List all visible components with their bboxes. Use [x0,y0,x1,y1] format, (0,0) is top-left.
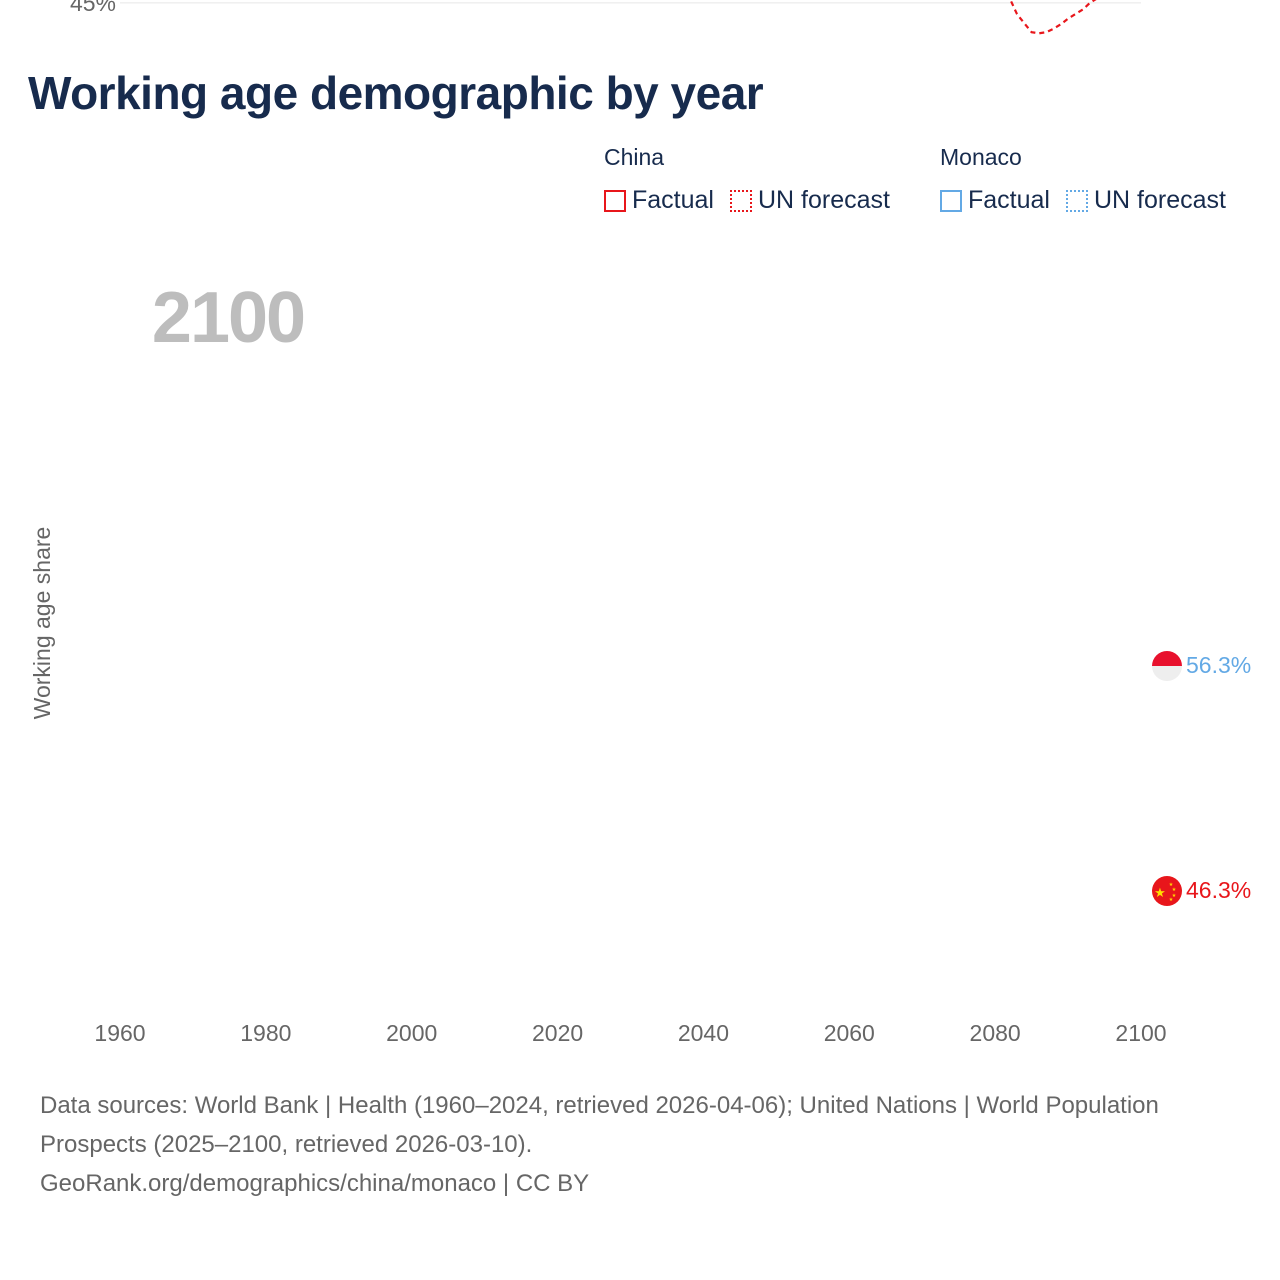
data-sources: Data sources: World Bank | Health (1960–… [40,1092,1159,1158]
svg-text:★: ★ [1169,882,1174,888]
legend-label: UN forecast [757,186,890,214]
attribution-link[interactable]: GeoRank.org/demographics/china/monaco | … [40,1170,590,1197]
x-tick-label: 2000 [386,1020,437,1046]
x-tick-label: 1960 [94,1020,145,1046]
flag-monaco-icon [1152,651,1182,681]
series-lines [1009,0,1097,35]
x-axis-ticks: 1960 1980 2000 2020 2040 2060 2080 2100 [94,1020,1166,1046]
x-tick-label: 1980 [240,1020,291,1046]
flag-china-icon: ★ ★ ★ ★ ★ [1152,876,1182,906]
legend-group-name: China [604,144,665,170]
x-tick-label: 2060 [824,1020,875,1046]
y-axis-label: Working age share [29,527,55,720]
y-axis-ticks: 70%65%60%55%50%45% [70,0,116,16]
end-label-monaco: 56.3% [1186,652,1251,678]
gridlines [120,2,1141,4]
legend-label: Factual [632,186,714,214]
svg-text:★: ★ [1169,897,1174,903]
legend-item-monaco-forecast[interactable]: UN forecast [1065,186,1226,215]
legend-group-monaco: Monaco Factual UN forecast [940,144,1242,215]
legend-group-name: Monaco [940,144,1022,170]
china-forecast-line [1009,0,1097,35]
legend-item-china-forecast[interactable]: UN forecast [729,186,890,215]
x-tick-label: 2100 [1115,1020,1166,1046]
x-tick-label: 2040 [678,1020,729,1046]
svg-text:★: ★ [1154,886,1166,901]
legend-swatch-dotted [1065,189,1088,212]
legend-item-monaco-factual[interactable]: Factual [940,186,1050,215]
svg-text:★: ★ [1172,893,1177,899]
legend-swatch-dotted [729,189,752,212]
end-label-china: 46.3% [1186,877,1251,903]
y-tick-label: 45% [70,0,116,16]
legend-label: Factual [968,186,1050,214]
legend-item-china-factual[interactable]: Factual [604,186,714,215]
year-overlay: 2100 [152,278,304,358]
legend-swatch-solid [604,189,626,212]
legend-label: UN forecast [1093,186,1226,214]
svg-text:★: ★ [1172,887,1177,893]
legend-swatch-solid [940,189,962,212]
footer: Data sources: World Bank | Health (1960–… [40,1086,1240,1203]
x-tick-label: 2080 [970,1020,1021,1046]
line-chart: 2100 70%65%60%55%50%45% 1960 1980 2000 2020… [29,0,1251,1046]
legend-group-china: China Factual UN forecast [604,144,906,215]
x-tick-label: 2020 [532,1020,583,1046]
chart-title: Working age demographic by year [28,67,764,119]
